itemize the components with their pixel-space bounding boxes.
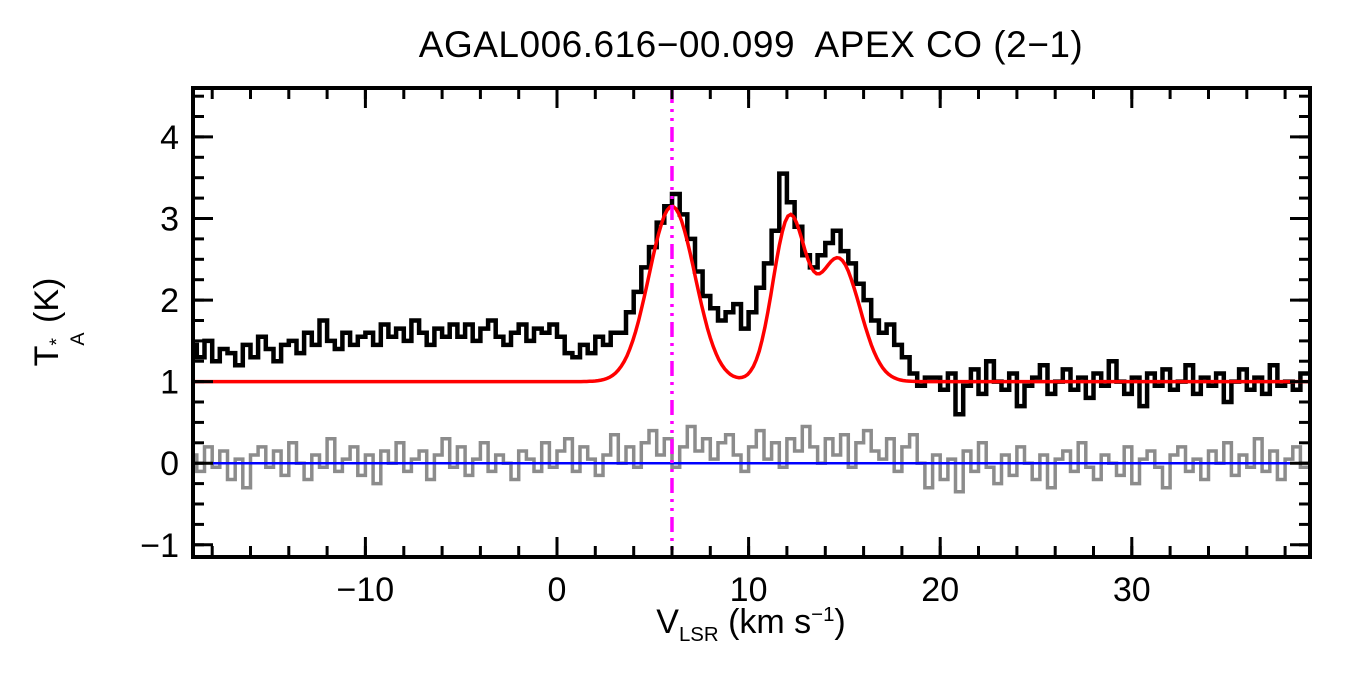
x-axis-label: VLSR (km s−1) xyxy=(656,603,845,647)
y-tick-label: 2 xyxy=(160,282,179,320)
y-tick-label: −1 xyxy=(140,527,179,565)
x-tick-label: 30 xyxy=(1113,571,1151,609)
y-label-end: (K) xyxy=(27,277,66,333)
y-label-supsub: * A xyxy=(45,332,89,346)
y-axis-label: T * A (K) xyxy=(27,277,89,367)
axes-frame xyxy=(191,86,1312,559)
y-label-base: T xyxy=(27,345,66,367)
x-label-base: V xyxy=(656,603,679,642)
model-fit-path xyxy=(193,204,1309,384)
x-tick-label: 10 xyxy=(730,571,768,609)
plot-title: AGAL006.616−00.099 APEX CO (2−1) xyxy=(418,24,1084,65)
x-label-sup: −1 xyxy=(811,603,835,626)
x-tick-label: 20 xyxy=(921,571,959,609)
y-label-sub: A xyxy=(66,332,89,346)
observed-spectrum-path xyxy=(193,171,1309,417)
x-label-end: ) xyxy=(834,603,846,642)
x-label-mid: (km s xyxy=(718,603,812,642)
x-tick-label: −10 xyxy=(337,571,395,609)
x-tick-label: 0 xyxy=(548,571,567,609)
x-label-sub: LSR xyxy=(678,623,719,646)
y-tick-label: 0 xyxy=(160,445,179,483)
y-tick-label: 4 xyxy=(160,119,179,157)
y-tick-label: 1 xyxy=(160,364,179,402)
y-tick-label: 3 xyxy=(160,201,179,239)
y-label-sup: * xyxy=(45,337,68,346)
residual-path xyxy=(193,424,1309,494)
